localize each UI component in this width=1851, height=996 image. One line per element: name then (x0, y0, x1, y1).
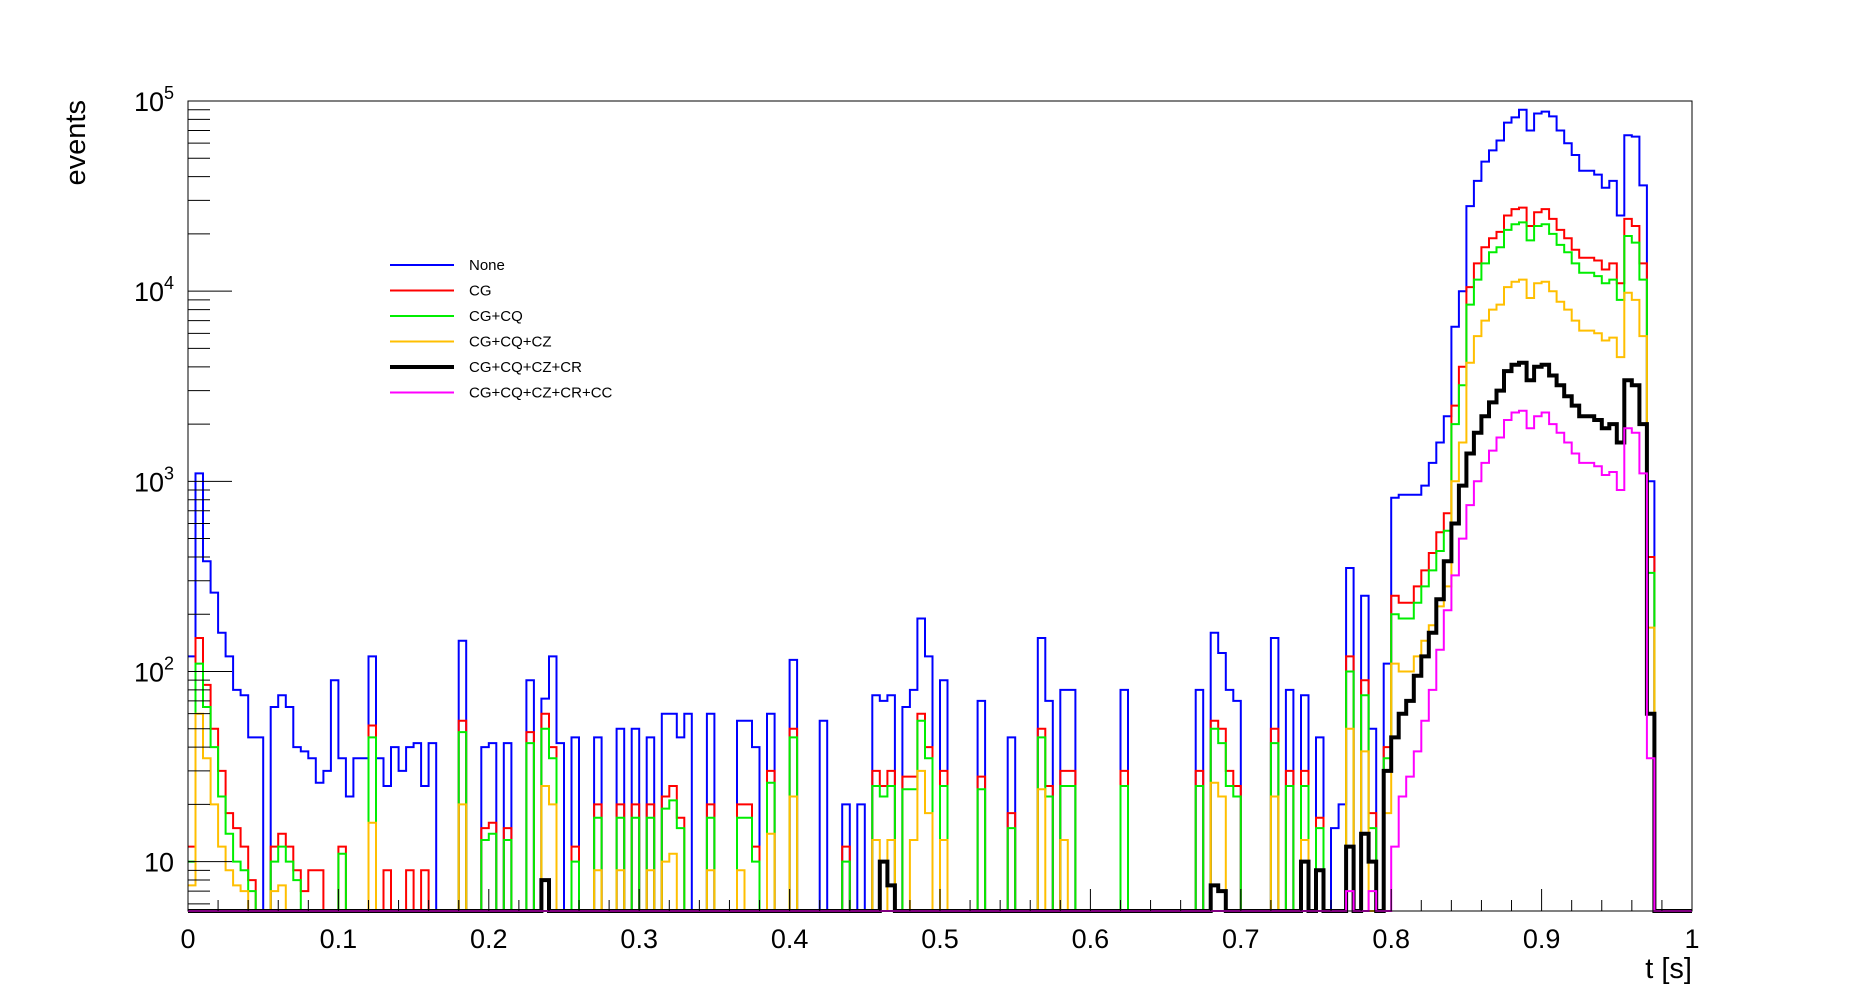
legend-label: CG+CQ+CZ (469, 334, 552, 351)
x-tick-label: 0 (180, 924, 195, 954)
y-tick-label: 104 (134, 273, 174, 307)
legend-label: CG+CQ+CZ+CR (469, 359, 582, 376)
x-tick-label: 0.9 (1523, 924, 1561, 954)
axis-layer: 0 0.1 0.2 0.3 0.4 0.5 0.6 0.7 0.8 0.9 1 10 102 103 104… (134, 83, 1700, 954)
y-axis-title: events (60, 100, 92, 185)
x-axis-title: t [s] (1645, 953, 1692, 985)
legend: None CG CG+CQ CG+CQ+CZ CG+CQ+CZ+CR CG+CQ+CZ+C… (390, 257, 613, 402)
x-tick-label: 0.4 (771, 924, 809, 954)
y-tick-label: 103 (134, 463, 174, 497)
x-tick-label: 0.7 (1222, 924, 1260, 954)
x-tick-label: 0.8 (1372, 924, 1410, 954)
legend-label: CG (469, 283, 492, 300)
y-tick-label: 10 (144, 848, 174, 878)
y-tick-label: 102 (134, 653, 174, 687)
x-tick-label: 0.6 (1072, 924, 1110, 954)
x-tick-label: 0.1 (320, 924, 358, 954)
x-tick-label: 0.2 (470, 924, 508, 954)
x-tick-label: 0.3 (620, 924, 658, 954)
series-line-0 (188, 108, 1692, 912)
x-tick-label: 1 (1684, 924, 1699, 954)
y-tick-label: 105 (134, 83, 174, 117)
legend-label: CG+CQ (469, 308, 523, 325)
legend-label: None (469, 257, 505, 274)
legend-label: CG+CQ+CZ+CR+CC (469, 385, 613, 402)
x-tick-label: 0.5 (921, 924, 959, 954)
